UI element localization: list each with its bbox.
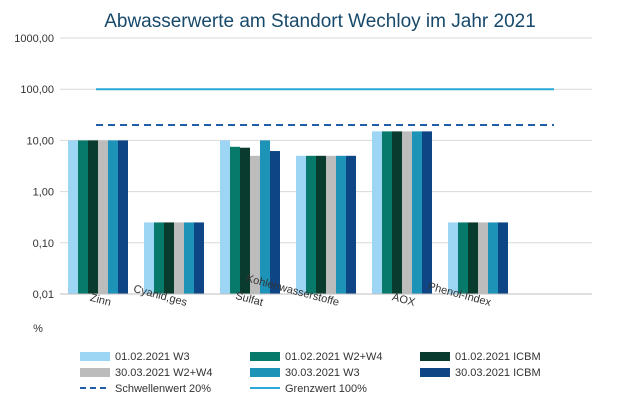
bar bbox=[458, 222, 468, 294]
bar bbox=[88, 140, 98, 294]
bar bbox=[316, 155, 326, 294]
legend-entry: 30.03.2021 W3 bbox=[285, 367, 360, 379]
chart-title: Abwasserwerte am Standort Wechloy im Jah… bbox=[104, 11, 536, 32]
bar bbox=[448, 222, 458, 294]
bar bbox=[68, 140, 78, 294]
y-axis-label: % bbox=[33, 323, 43, 335]
bars bbox=[68, 131, 508, 294]
bar bbox=[240, 147, 250, 294]
reference-lines bbox=[96, 88, 554, 126]
legend-entry: 30.03.2021 ICBM bbox=[455, 367, 541, 379]
category-label: Zinn bbox=[89, 292, 113, 309]
legend: 01.02.2021 W3 01.02.2021 W2+W4 01.02.2021 … bbox=[80, 351, 541, 395]
legend-swatch bbox=[420, 352, 450, 361]
bar bbox=[108, 140, 118, 294]
bar bbox=[118, 140, 128, 294]
legend-swatch bbox=[80, 352, 110, 361]
bar bbox=[478, 222, 488, 294]
legend-entry: Schwellenwert 20% bbox=[115, 383, 211, 395]
bar bbox=[392, 131, 402, 294]
legend-swatch bbox=[250, 352, 280, 361]
bar bbox=[174, 222, 184, 294]
bar bbox=[98, 140, 108, 294]
bar bbox=[382, 131, 392, 294]
bar bbox=[488, 222, 498, 294]
bar bbox=[270, 151, 280, 294]
bar bbox=[346, 155, 356, 294]
bar bbox=[326, 155, 336, 294]
legend-swatch bbox=[80, 368, 110, 377]
bar bbox=[164, 222, 174, 294]
y-tick-label: 10,00 bbox=[26, 135, 54, 147]
bar bbox=[372, 131, 382, 294]
y-tick-label: 1,00 bbox=[33, 187, 54, 199]
bar bbox=[296, 155, 306, 294]
bar bbox=[194, 222, 204, 294]
bar bbox=[498, 222, 508, 294]
bar bbox=[144, 222, 154, 294]
bar bbox=[402, 131, 412, 294]
legend-entry: 01.02.2021 W2+W4 bbox=[285, 351, 383, 363]
category-label: AOX bbox=[391, 291, 417, 309]
bar bbox=[78, 140, 88, 294]
bar bbox=[336, 155, 346, 294]
legend-swatch bbox=[250, 368, 280, 377]
legend-entry: 30.03.2021 W2+W4 bbox=[115, 367, 213, 379]
y-tick-label: 1000,00 bbox=[14, 33, 54, 45]
y-tick-label: 0,01 bbox=[33, 289, 54, 301]
bar bbox=[220, 140, 230, 294]
y-tick-label: 0,10 bbox=[33, 238, 54, 250]
bar bbox=[260, 140, 270, 294]
legend-entry: 01.02.2021 W3 bbox=[115, 351, 190, 363]
bar bbox=[250, 155, 260, 294]
bar bbox=[184, 222, 194, 294]
legend-entry: Grenzwert 100% bbox=[285, 383, 367, 395]
bar bbox=[412, 131, 422, 294]
bar bbox=[306, 155, 316, 294]
bar bbox=[154, 222, 164, 294]
bar bbox=[230, 146, 240, 294]
y-tick-label: 100,00 bbox=[20, 84, 54, 96]
y-axis-tick-labels: 0,01 0,10 1,00 10,00 100,00 1000,00 bbox=[14, 33, 54, 301]
bar bbox=[468, 222, 478, 294]
legend-swatch bbox=[420, 368, 450, 377]
bar bbox=[422, 131, 432, 294]
legend-entry: 01.02.2021 ICBM bbox=[455, 351, 541, 363]
